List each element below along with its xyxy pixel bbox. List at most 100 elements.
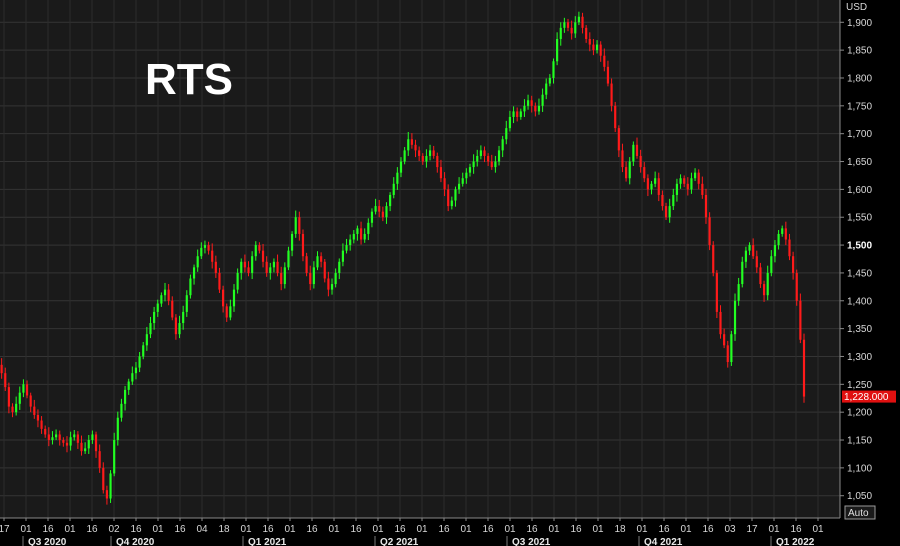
x-group-label: Q4 2020 bbox=[116, 537, 155, 546]
candle-body bbox=[138, 356, 141, 368]
candle bbox=[76, 431, 79, 449]
candle bbox=[508, 110, 512, 132]
x-tick-label: 01 bbox=[680, 524, 692, 535]
candle bbox=[534, 102, 537, 117]
candle-body bbox=[192, 267, 196, 279]
auto-scale-button[interactable]: Auto bbox=[844, 505, 876, 520]
candle bbox=[349, 234, 352, 251]
candle bbox=[425, 149, 428, 168]
x-tick-label: 16 bbox=[262, 524, 274, 535]
y-tick-label: 1,450 bbox=[847, 268, 872, 279]
candle-body bbox=[407, 139, 410, 151]
y-tick-label: 1,050 bbox=[847, 491, 872, 502]
candle-body bbox=[730, 334, 733, 363]
auto-scale-button-frame[interactable] bbox=[844, 505, 876, 520]
candle bbox=[290, 231, 294, 257]
candle-body bbox=[134, 367, 138, 374]
candle bbox=[345, 238, 348, 254]
candle bbox=[414, 139, 417, 158]
candle-body bbox=[537, 105, 541, 112]
candle bbox=[392, 177, 395, 199]
candle-body bbox=[153, 311, 156, 324]
candle-body bbox=[664, 206, 668, 218]
candle-body bbox=[33, 406, 36, 415]
candle-body bbox=[189, 278, 192, 296]
candle-body bbox=[261, 250, 265, 262]
candle-body bbox=[55, 434, 58, 438]
candle bbox=[784, 221, 787, 246]
candle bbox=[142, 341, 145, 360]
candle bbox=[18, 386, 21, 410]
candle bbox=[483, 146, 486, 163]
candle-body bbox=[447, 189, 450, 207]
candle-body bbox=[22, 384, 25, 393]
candle-body bbox=[247, 267, 250, 273]
candle-body bbox=[403, 150, 406, 162]
candle bbox=[294, 210, 297, 238]
candle-body bbox=[465, 172, 468, 179]
candle-body bbox=[505, 128, 508, 140]
candle-body bbox=[418, 150, 421, 156]
candle-body bbox=[795, 272, 798, 301]
candle bbox=[755, 250, 758, 273]
candle-body bbox=[737, 284, 740, 301]
candle bbox=[272, 258, 276, 273]
candle-body bbox=[171, 300, 174, 318]
x-group-label: Q1 2021 bbox=[248, 537, 287, 546]
candle bbox=[585, 25, 588, 43]
candle bbox=[537, 98, 541, 115]
candle bbox=[116, 411, 119, 446]
candle bbox=[352, 230, 355, 244]
x-tick-label: 16 bbox=[394, 524, 406, 535]
candles bbox=[0, 11, 806, 505]
candle-body bbox=[301, 233, 305, 257]
candle-body bbox=[312, 267, 315, 285]
candle bbox=[40, 416, 43, 434]
candle-body bbox=[276, 261, 279, 273]
candle bbox=[715, 270, 718, 319]
y-tick-label: 1,150 bbox=[847, 436, 872, 447]
candle bbox=[15, 396, 18, 416]
candle-body bbox=[272, 261, 276, 268]
candle bbox=[138, 352, 141, 373]
y-tick-label: 1,900 bbox=[847, 18, 872, 29]
x-tick-label: 16 bbox=[482, 524, 494, 535]
candle bbox=[44, 425, 47, 438]
candle bbox=[468, 163, 472, 177]
x-tick-label: 01 bbox=[20, 524, 32, 535]
x-tick-label: 17 bbox=[746, 524, 758, 535]
x-axis: 17 01 16 01 16 02 16 01 16 04 18 01 16 01 16 01 16 01 16 01… bbox=[0, 517, 840, 546]
candle-body bbox=[690, 178, 693, 190]
candle-body bbox=[145, 334, 148, 346]
candle bbox=[566, 18, 570, 32]
candle bbox=[407, 132, 410, 156]
candle-body bbox=[784, 228, 787, 240]
candle bbox=[679, 174, 682, 189]
candle-body bbox=[458, 183, 461, 190]
candle bbox=[418, 146, 421, 161]
candle-body bbox=[399, 161, 403, 173]
candle-body bbox=[675, 183, 679, 195]
candle bbox=[225, 303, 228, 322]
candle bbox=[723, 328, 726, 349]
candle-body bbox=[748, 245, 751, 251]
candle-body bbox=[254, 245, 257, 257]
candle bbox=[773, 240, 777, 263]
y-tick-label: 1,850 bbox=[847, 46, 872, 57]
candle bbox=[36, 409, 40, 428]
candle bbox=[654, 171, 657, 188]
candle bbox=[258, 242, 261, 254]
candle-body bbox=[501, 139, 504, 151]
x-tick-label: 16 bbox=[526, 524, 538, 535]
candle-body bbox=[316, 256, 319, 268]
candle-body bbox=[113, 440, 116, 474]
candle bbox=[526, 94, 530, 110]
candle-body bbox=[519, 111, 522, 117]
candle-body bbox=[788, 239, 791, 257]
candle bbox=[708, 212, 711, 251]
candle bbox=[628, 157, 631, 185]
candle bbox=[240, 258, 243, 280]
candle-body bbox=[218, 272, 221, 290]
candle-body bbox=[370, 211, 374, 223]
candle-body bbox=[287, 250, 290, 268]
